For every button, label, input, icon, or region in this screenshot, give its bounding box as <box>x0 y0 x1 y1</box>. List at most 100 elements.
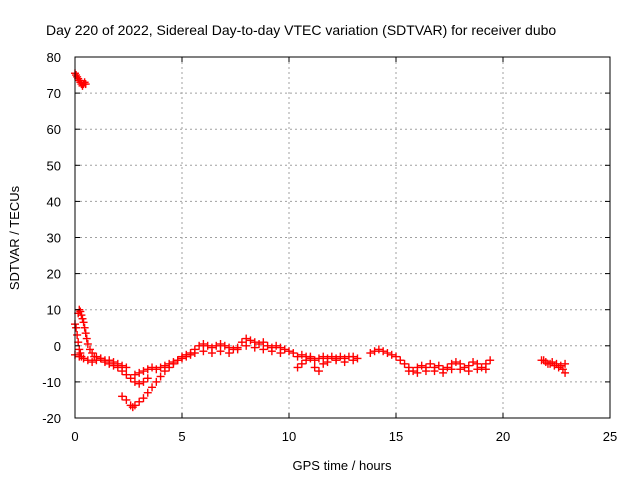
data-point <box>118 361 127 370</box>
data-point <box>293 363 302 372</box>
data-point <box>481 365 490 374</box>
data-point <box>250 343 259 352</box>
data-point <box>374 345 383 354</box>
data-point <box>178 354 186 363</box>
data-point <box>400 359 409 368</box>
data-point <box>242 334 251 343</box>
data-point <box>259 345 268 354</box>
data-point <box>118 392 127 401</box>
y-tick-label: -20 <box>42 411 61 426</box>
data-point <box>413 368 422 377</box>
data-point <box>74 338 83 347</box>
data-point <box>451 358 460 367</box>
data-point <box>426 359 435 368</box>
data-point <box>220 341 229 350</box>
data-point <box>165 359 174 368</box>
x-tick-label: 15 <box>389 429 403 444</box>
data-point <box>139 367 148 376</box>
data-point <box>225 349 234 358</box>
y-tick-label: 80 <box>47 50 61 65</box>
data-point <box>199 347 208 356</box>
x-tick-label: 5 <box>178 429 185 444</box>
data-point <box>199 339 208 348</box>
data-point <box>82 334 91 343</box>
data-point <box>186 350 195 359</box>
data-point <box>349 356 358 365</box>
data-point <box>80 323 89 332</box>
data-point <box>233 345 242 354</box>
data-point <box>122 395 131 404</box>
y-tick-label: 10 <box>47 303 61 318</box>
data-point <box>156 372 165 381</box>
data-point <box>447 365 456 374</box>
data-point <box>135 397 144 406</box>
data-point <box>130 401 139 410</box>
data-point <box>366 349 375 358</box>
data-point <box>216 339 225 348</box>
data-point <box>255 339 264 348</box>
data-point <box>76 349 85 358</box>
data-point <box>237 338 246 347</box>
data-point <box>190 345 199 354</box>
data-point <box>327 352 336 361</box>
data-point <box>148 383 157 392</box>
data-point <box>130 377 139 386</box>
data-point <box>143 365 152 374</box>
data-point <box>143 374 152 383</box>
data-point <box>105 356 114 365</box>
data-point <box>561 359 570 368</box>
data-point <box>306 352 315 361</box>
data-point <box>477 363 486 372</box>
data-point <box>75 345 84 354</box>
data-point <box>79 354 88 363</box>
data-point <box>75 352 84 361</box>
data-point <box>469 358 478 367</box>
data-point <box>319 359 328 368</box>
x-tick-label: 25 <box>603 429 617 444</box>
data-point <box>310 356 319 365</box>
data-point <box>383 349 392 358</box>
data-point <box>323 358 332 367</box>
data-point <box>396 356 405 365</box>
y-tick-label: 30 <box>47 231 61 246</box>
data-point <box>152 365 161 374</box>
data-point <box>340 358 349 367</box>
data-point <box>207 349 216 358</box>
data-point <box>421 367 430 376</box>
data-point <box>212 341 221 350</box>
data-points <box>71 69 570 412</box>
data-point <box>460 363 469 372</box>
grid-layer <box>75 57 610 418</box>
data-point <box>81 329 90 338</box>
y-tick-label: 0 <box>54 339 61 354</box>
data-point <box>297 359 306 368</box>
data-point <box>280 345 289 354</box>
data-point <box>160 361 169 370</box>
data-point <box>370 347 379 356</box>
y-tick-label: 70 <box>47 86 61 101</box>
data-point <box>556 361 565 370</box>
data-point <box>88 358 97 367</box>
data-point <box>404 367 413 376</box>
y-tick-label: 50 <box>47 158 61 173</box>
data-point <box>293 352 302 361</box>
data-point <box>259 338 268 347</box>
data-point <box>456 365 465 374</box>
data-point <box>310 363 319 372</box>
data-point <box>130 370 139 379</box>
data-point <box>443 363 452 372</box>
data-point <box>169 358 178 367</box>
data-point <box>242 341 251 350</box>
data-point <box>135 379 144 388</box>
data-point <box>122 363 131 372</box>
data-point <box>195 341 204 350</box>
data-point <box>297 350 306 359</box>
data-point <box>148 363 157 372</box>
data-point <box>417 361 426 370</box>
data-point <box>353 354 362 363</box>
data-point <box>319 352 328 361</box>
y-tick-label: 20 <box>47 267 61 282</box>
y-tick-label: -10 <box>42 375 61 390</box>
data-point <box>135 368 144 377</box>
x-tick-label: 0 <box>71 429 78 444</box>
